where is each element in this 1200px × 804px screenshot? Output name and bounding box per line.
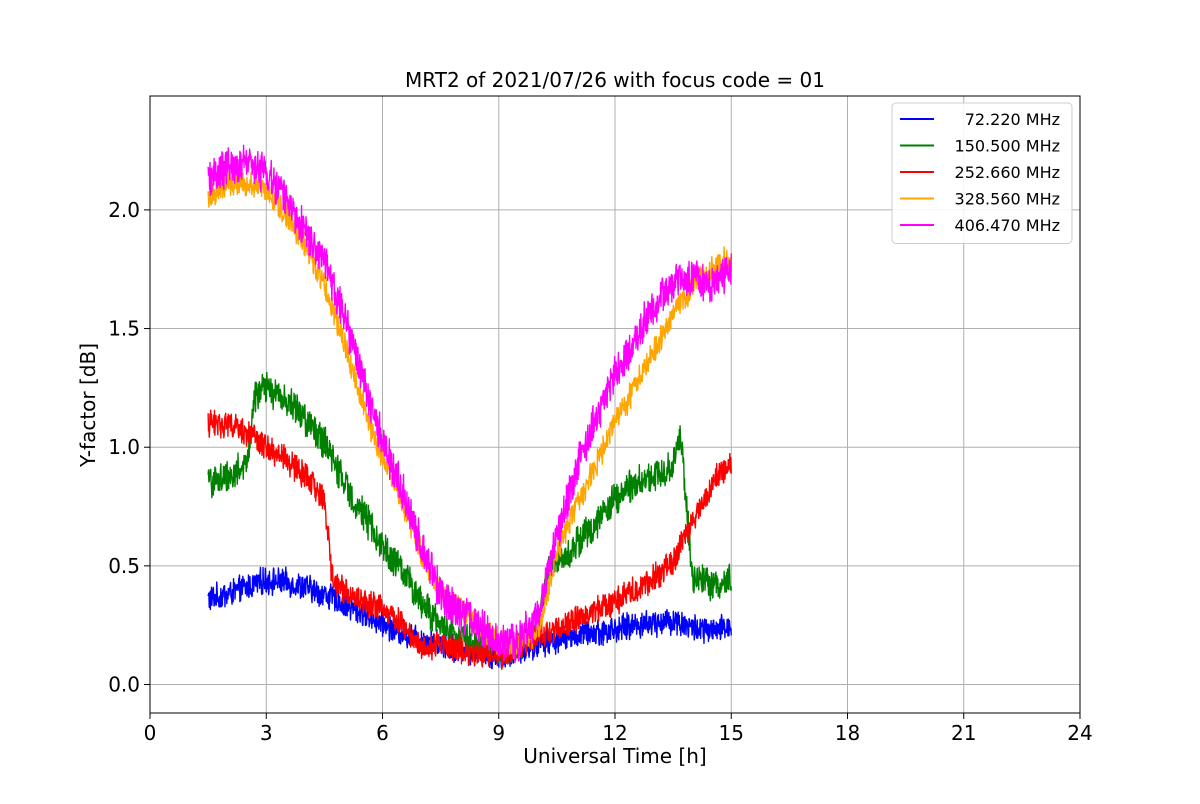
y-axis-label: Y-factor [dB] [76,343,100,468]
legend-box [891,102,1073,244]
y-tick-label: 1.5 [108,317,140,341]
series-line-3 [207,409,732,671]
x-tick-label: 6 [376,721,389,745]
x-tick-label: 24 [1067,721,1092,745]
series-line-5 [207,144,732,664]
x-tick-label: 18 [835,721,860,745]
y-tick-label: 2.0 [108,198,140,222]
x-axis-label: Universal Time [h] [523,744,706,768]
legend-label: 328.560 MHz [955,190,1060,209]
y-tick-label: 1.0 [108,435,140,459]
y-tick-label: 0.5 [108,554,140,578]
legend-label: 72.220 MHz [965,110,1060,129]
x-tick-label: 0 [144,721,157,745]
x-tick-label: 21 [951,721,976,745]
x-tick-label: 3 [260,721,273,745]
y-tick-label: 0.0 [108,673,140,697]
legend: 72.220 MHz 150.500 MHz 252.660 MHz 328.560 … [891,102,1073,244]
tick-layer: 0 3 6 9 12 15 18 21 24 0.0 0.5 1.0 1.5 2.0 [108,198,1093,745]
series-layer [207,144,732,671]
x-tick-label: 9 [492,721,505,745]
legend-label: 150.500 MHz [955,137,1060,156]
chart-title: MRT2 of 2021/07/26 with focus code = 01 [405,68,825,92]
x-tick-label: 15 [719,721,744,745]
x-tick-label: 12 [602,721,627,745]
legend-label: 252.660 MHz [955,163,1060,182]
legend-label: 406.470 MHz [955,216,1060,235]
